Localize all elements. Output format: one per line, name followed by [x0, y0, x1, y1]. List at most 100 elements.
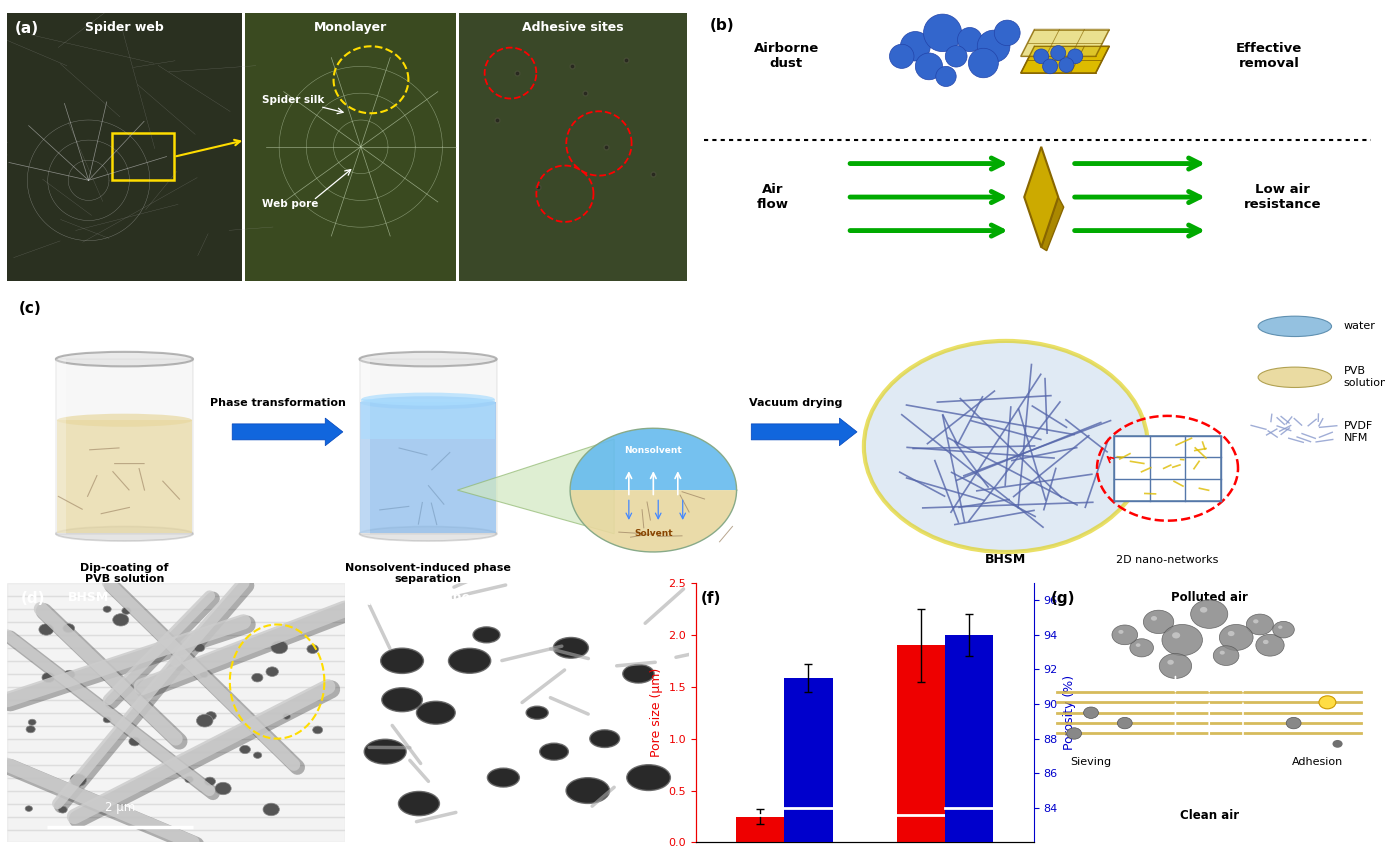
Circle shape	[1083, 707, 1098, 718]
Bar	[7, 622, 345, 635]
FancyArrow shape	[751, 418, 857, 446]
Ellipse shape	[360, 397, 496, 409]
Bar	[7, 778, 345, 791]
Circle shape	[26, 726, 35, 733]
Circle shape	[936, 66, 956, 87]
Circle shape	[39, 624, 54, 635]
Text: Airborne
dust: Airborne dust	[753, 43, 819, 71]
Circle shape	[197, 714, 213, 727]
Circle shape	[58, 806, 68, 813]
Bar	[7, 635, 345, 648]
Bar	[7, 713, 345, 726]
Circle shape	[205, 711, 216, 720]
Bar	[7, 739, 345, 751]
Circle shape	[1144, 610, 1173, 633]
Text: BHSM: BHSM	[985, 553, 1026, 566]
Ellipse shape	[1258, 367, 1331, 387]
Bar	[460, 13, 687, 281]
Circle shape	[1227, 631, 1234, 637]
Bar	[7, 791, 345, 803]
Ellipse shape	[449, 648, 490, 673]
Text: 2D nano-networks: 2D nano-networks	[1116, 555, 1219, 565]
FancyBboxPatch shape	[360, 359, 370, 534]
Text: PVDF
NFM: PVDF NFM	[1343, 421, 1373, 443]
Polygon shape	[1021, 30, 1109, 56]
Bar	[7, 687, 345, 700]
Circle shape	[102, 606, 111, 613]
Circle shape	[307, 644, 319, 654]
Text: (g): (g)	[1050, 591, 1075, 606]
Circle shape	[1051, 46, 1065, 60]
Text: 500 nm: 500 nm	[457, 802, 503, 814]
Circle shape	[1066, 728, 1082, 740]
Ellipse shape	[474, 627, 500, 643]
Circle shape	[240, 745, 251, 754]
Ellipse shape	[540, 743, 568, 760]
Text: (d): (d)	[21, 591, 44, 606]
Circle shape	[313, 726, 323, 734]
Bar	[7, 609, 345, 622]
Text: Clean air: Clean air	[1180, 808, 1238, 822]
Bar	[784, 678, 832, 851]
Wedge shape	[571, 428, 737, 490]
Circle shape	[42, 672, 55, 683]
Circle shape	[28, 719, 36, 725]
Circle shape	[64, 671, 75, 679]
Circle shape	[71, 774, 86, 786]
Text: Effective
removal: Effective removal	[1235, 43, 1302, 71]
Bar	[245, 13, 456, 281]
Ellipse shape	[1258, 317, 1331, 336]
Circle shape	[1273, 621, 1295, 638]
Circle shape	[1151, 616, 1156, 620]
Bar	[7, 700, 345, 712]
Text: Sieving: Sieving	[1071, 757, 1112, 767]
Bar	[7, 751, 345, 764]
Text: Low air
resistance: Low air resistance	[1244, 183, 1321, 211]
Circle shape	[205, 777, 216, 785]
Circle shape	[924, 14, 961, 52]
Ellipse shape	[554, 637, 589, 658]
Bar	[456, 13, 460, 281]
Circle shape	[1112, 625, 1137, 645]
Ellipse shape	[57, 414, 193, 427]
Text: water: water	[1343, 322, 1375, 331]
Circle shape	[1191, 600, 1227, 628]
FancyBboxPatch shape	[55, 359, 66, 534]
Circle shape	[994, 20, 1021, 46]
Ellipse shape	[566, 778, 609, 803]
Circle shape	[1213, 646, 1240, 665]
Circle shape	[1263, 640, 1269, 644]
Polygon shape	[1042, 197, 1064, 251]
Circle shape	[889, 44, 914, 68]
Polygon shape	[1025, 146, 1058, 248]
Text: (e): (e)	[364, 591, 389, 606]
Circle shape	[215, 782, 231, 795]
Circle shape	[1118, 630, 1123, 634]
Text: Spider web: Spider web	[84, 20, 163, 34]
Circle shape	[199, 671, 208, 677]
Bar	[7, 726, 345, 739]
Circle shape	[263, 803, 280, 816]
Text: Web pore: Web pore	[262, 199, 319, 209]
Circle shape	[1332, 740, 1342, 748]
Ellipse shape	[623, 665, 654, 683]
Text: 2 μm: 2 μm	[105, 802, 136, 814]
Ellipse shape	[364, 740, 406, 764]
Circle shape	[1159, 654, 1191, 678]
Bar	[7, 764, 345, 778]
Bar	[7, 13, 242, 281]
Bar	[112, 134, 173, 180]
Ellipse shape	[526, 706, 548, 719]
Y-axis label: Pore size (μm): Pore size (μm)	[650, 668, 663, 757]
Ellipse shape	[381, 648, 424, 673]
Text: (b): (b)	[711, 18, 734, 33]
Bar	[7, 803, 345, 817]
FancyArrow shape	[233, 418, 343, 446]
Circle shape	[957, 27, 982, 52]
Circle shape	[252, 673, 263, 682]
Circle shape	[194, 643, 205, 652]
Ellipse shape	[55, 527, 193, 541]
Circle shape	[864, 341, 1148, 552]
Text: Phase transformation: Phase transformation	[211, 398, 346, 408]
Ellipse shape	[590, 730, 619, 747]
